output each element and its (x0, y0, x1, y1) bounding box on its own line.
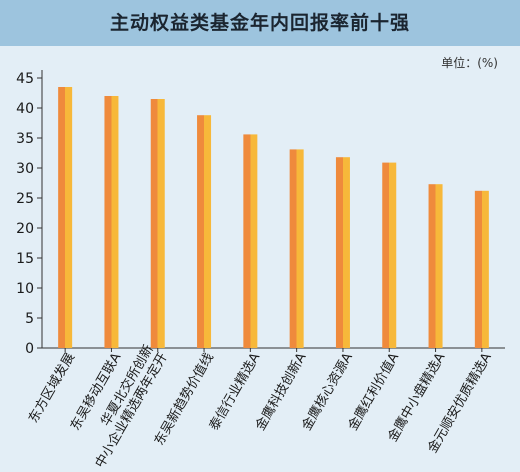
bar (150, 99, 165, 348)
bar (243, 134, 258, 348)
y-tick-label: 35 (16, 131, 34, 147)
x-tick-label-line: 金鹰红利价值A (345, 350, 402, 433)
y-tick-label: 40 (16, 101, 34, 117)
x-tick-label-line: 金鹰科技创新A (252, 350, 309, 433)
y-tick-label: 0 (25, 341, 34, 357)
unit-label: 单位：(%) (441, 56, 498, 70)
y-tick-label: 45 (16, 71, 34, 87)
x-tick-label: 金鹰核心资源A (299, 350, 356, 433)
bar (382, 162, 397, 348)
bar (104, 96, 119, 348)
y-tick-label: 25 (16, 191, 34, 207)
bar (428, 184, 443, 348)
chart-title: 主动权益类基金年内回报率前十强 (109, 12, 410, 34)
y-tick-label: 15 (16, 251, 34, 267)
x-tick-label-line: 金鹰核心资源A (299, 350, 356, 433)
bar (58, 87, 73, 348)
bar (197, 115, 212, 348)
y-tick-label: 30 (16, 161, 34, 177)
x-tick-label: 东方区域发展 (25, 350, 78, 426)
x-tick-label: 金鹰红利价值A (345, 350, 402, 433)
x-tick-label: 金鹰科技创新A (252, 350, 309, 433)
bar (335, 157, 350, 348)
y-tick-label: 20 (16, 221, 34, 237)
title-bar (0, 0, 520, 46)
y-tick-label: 10 (16, 281, 34, 297)
bar (474, 190, 489, 348)
x-tick-label-line: 东方区域发展 (25, 350, 78, 426)
y-tick-label: 5 (25, 311, 34, 327)
bar (289, 149, 304, 348)
